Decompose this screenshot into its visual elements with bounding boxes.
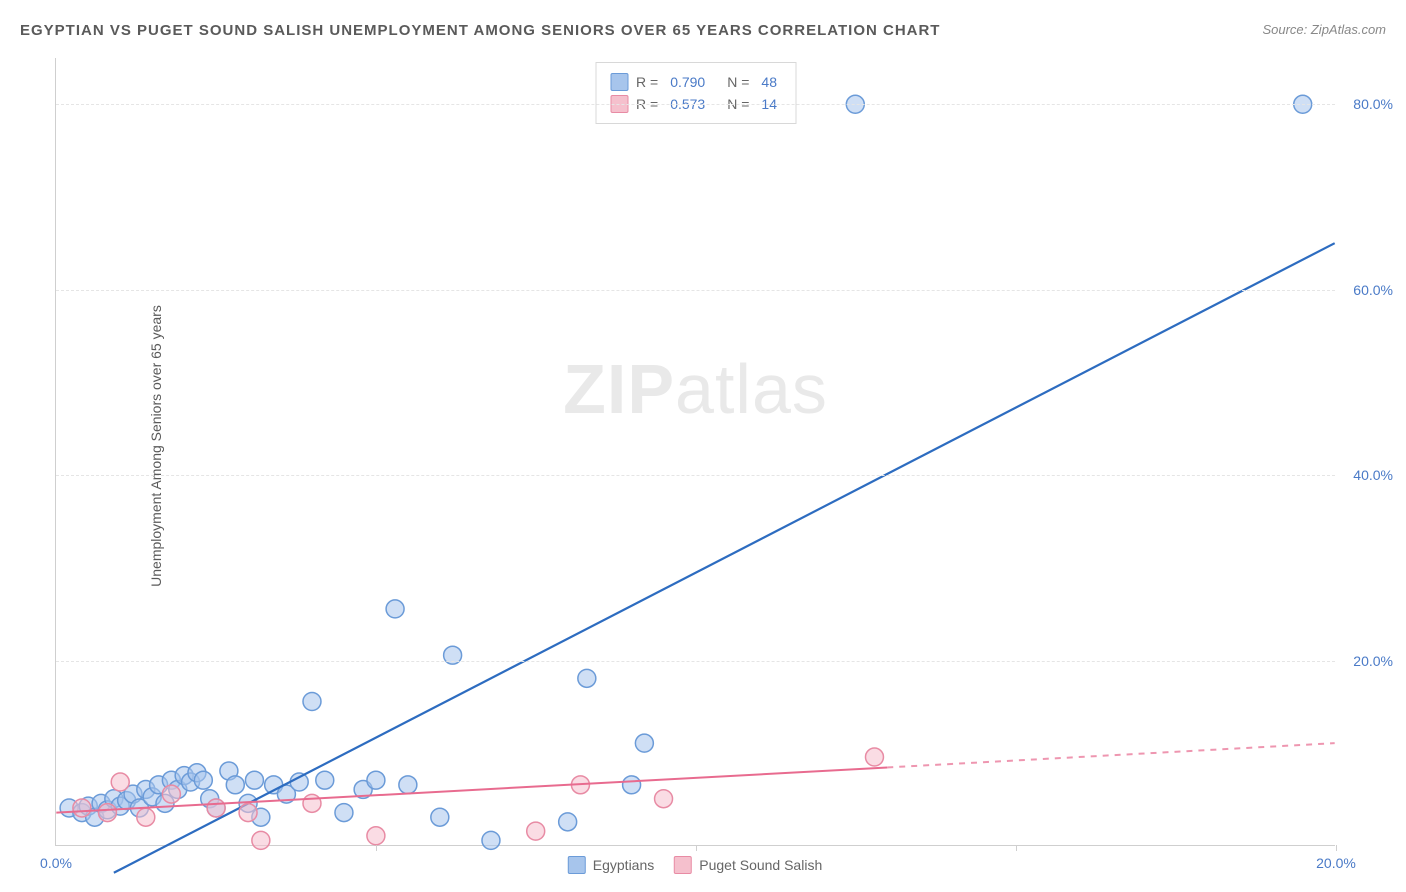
data-point bbox=[194, 771, 212, 789]
series-legend-label: Egyptians bbox=[593, 857, 654, 873]
gridline bbox=[56, 290, 1335, 291]
data-point bbox=[111, 773, 129, 791]
data-point bbox=[399, 776, 417, 794]
data-point bbox=[207, 799, 225, 817]
correlation-legend: R = 0.790 N = 48 R = 0.573 N = 14 bbox=[595, 62, 796, 124]
x-tick bbox=[376, 845, 377, 851]
y-tick-label: 80.0% bbox=[1353, 96, 1393, 112]
gridline bbox=[56, 661, 1335, 662]
legend-r-value: 0.790 bbox=[670, 74, 705, 90]
series-legend: Egyptians Puget Sound Salish bbox=[568, 856, 822, 874]
gridline bbox=[56, 475, 1335, 476]
data-point bbox=[578, 669, 596, 687]
data-point bbox=[431, 808, 449, 826]
data-point bbox=[865, 748, 883, 766]
data-point bbox=[367, 827, 385, 845]
x-tick bbox=[1016, 845, 1017, 851]
source-label: Source: ZipAtlas.com bbox=[1262, 22, 1386, 37]
data-point bbox=[245, 771, 263, 789]
x-tick bbox=[696, 845, 697, 851]
data-point bbox=[137, 808, 155, 826]
series-legend-item: Puget Sound Salish bbox=[674, 856, 822, 874]
legend-r-label: R = bbox=[636, 74, 658, 90]
data-point bbox=[98, 804, 116, 822]
data-point bbox=[559, 813, 577, 831]
data-point bbox=[482, 831, 500, 849]
data-point bbox=[655, 790, 673, 808]
data-point bbox=[386, 600, 404, 618]
series-legend-label: Puget Sound Salish bbox=[699, 857, 822, 873]
series-legend-item: Egyptians bbox=[568, 856, 654, 874]
trend-line-dashed bbox=[887, 743, 1334, 767]
x-tick-label: 0.0% bbox=[40, 855, 72, 871]
chart-area: ZIPatlas R = 0.790 N = 48 R = 0.573 N = … bbox=[55, 58, 1335, 846]
x-tick bbox=[1336, 845, 1337, 851]
legend-row: R = 0.790 N = 48 bbox=[610, 71, 781, 93]
data-point bbox=[162, 785, 180, 803]
data-point bbox=[623, 776, 641, 794]
legend-n-label: N = bbox=[727, 74, 749, 90]
data-point bbox=[303, 692, 321, 710]
data-point bbox=[226, 776, 244, 794]
chart-title: EGYPTIAN VS PUGET SOUND SALISH UNEMPLOYM… bbox=[20, 22, 940, 39]
legend-swatch bbox=[674, 856, 692, 874]
x-tick-label: 20.0% bbox=[1316, 855, 1356, 871]
data-point bbox=[316, 771, 334, 789]
plot-region: ZIPatlas R = 0.790 N = 48 R = 0.573 N = … bbox=[55, 58, 1335, 846]
y-tick-label: 20.0% bbox=[1353, 653, 1393, 669]
data-point bbox=[252, 831, 270, 849]
scatter-plot-svg bbox=[56, 58, 1335, 845]
data-point bbox=[303, 794, 321, 812]
data-point bbox=[527, 822, 545, 840]
data-point bbox=[73, 799, 91, 817]
gridline bbox=[56, 104, 1335, 105]
y-tick-label: 40.0% bbox=[1353, 467, 1393, 483]
trend-line bbox=[114, 243, 1335, 873]
y-tick-label: 60.0% bbox=[1353, 282, 1393, 298]
data-point bbox=[290, 773, 308, 791]
data-point bbox=[335, 804, 353, 822]
data-point bbox=[367, 771, 385, 789]
data-point bbox=[239, 804, 257, 822]
legend-swatch bbox=[610, 73, 628, 91]
legend-swatch bbox=[568, 856, 586, 874]
data-point bbox=[635, 734, 653, 752]
legend-n-value: 48 bbox=[761, 74, 777, 90]
